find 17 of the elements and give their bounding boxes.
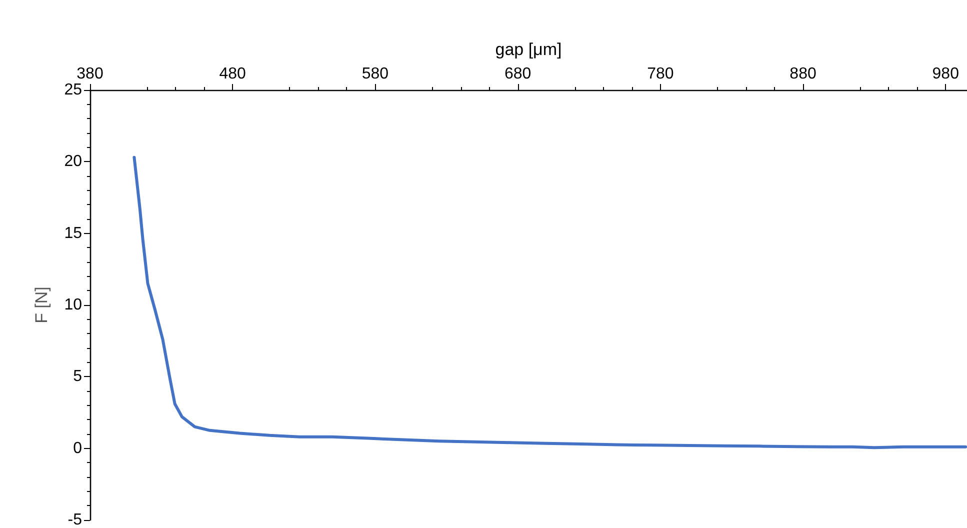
x-tick-label: 880 <box>790 66 816 82</box>
x-axis-title: gap [μm] <box>495 40 562 59</box>
x-tick-label: 780 <box>647 66 674 82</box>
y-tick-label: 0 <box>73 440 82 457</box>
y-tick-label: 20 <box>64 153 82 170</box>
y-tick-label: 15 <box>64 224 82 242</box>
y-tick-label: 25 <box>64 82 82 98</box>
x-tick-label: 980 <box>932 66 960 82</box>
x-tick-label: 480 <box>219 66 246 82</box>
y-tick-label: 10 <box>64 296 82 314</box>
y-axis-title: F [N] <box>32 286 51 324</box>
y-tick-label: -5 <box>68 512 82 528</box>
x-tick-label: 680 <box>504 66 532 82</box>
y-tick-label: 5 <box>73 368 82 386</box>
line-series <box>132 156 967 450</box>
x-tick-label: 380 <box>76 66 104 82</box>
x-tick-label: 580 <box>362 66 389 82</box>
